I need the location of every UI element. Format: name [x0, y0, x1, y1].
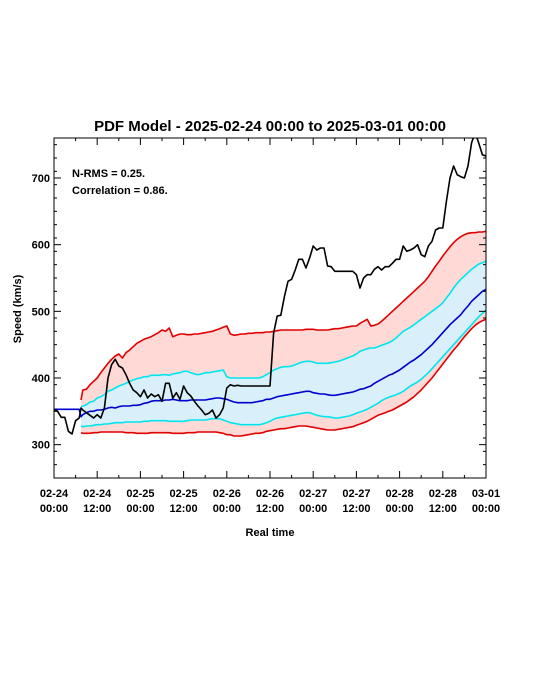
x-tick-label-date: 02-25 [170, 488, 198, 500]
x-tick-label-time: 12:00 [170, 503, 198, 515]
x-tick-label-date: 02-28 [386, 488, 414, 500]
x-tick-label-date: 02-27 [299, 488, 327, 500]
axis-ticks: 300 400 500 600 700 02-24 00:00 02-24 12:00 02-25… [32, 138, 500, 515]
x-tick-label-time: 12:00 [256, 503, 284, 515]
series-outer-upper [80, 230, 486, 401]
x-tick-label-date: 02-26 [213, 488, 241, 500]
series-inner-lower [80, 308, 486, 428]
x-tick-label-date: 02-28 [429, 488, 457, 500]
x-tick-label-date: 02-24 [83, 488, 112, 500]
x-tick-label-date: 03-01 [472, 488, 500, 500]
plot-series [54, 138, 486, 437]
x-tick-label-date: 02-25 [126, 488, 154, 500]
inner-band-fill [81, 261, 486, 427]
y-tick-label: 400 [32, 373, 50, 385]
annotation-nrms: N-RMS = 0.25. [72, 168, 145, 180]
x-tick-label-date: 02-27 [342, 488, 370, 500]
series-outer-lower [80, 318, 486, 437]
x-tick-label-time: 12:00 [342, 503, 370, 515]
plot-area: 300 400 500 600 700 02-24 00:00 02-24 12:00 02-25… [32, 137, 500, 515]
x-tick-label-date: 02-26 [256, 488, 284, 500]
series-inner-upper [80, 260, 486, 408]
x-tick-label-time: 00:00 [386, 503, 414, 515]
x-tick-label-time: 00:00 [299, 503, 327, 515]
annotation-correlation: Correlation = 0.86. [72, 185, 168, 197]
chart-title: PDF Model - 2025-02-24 00:00 to 2025-03-… [94, 118, 446, 135]
x-tick-label-time: 00:00 [213, 503, 241, 515]
x-tick-label-time: 12:00 [429, 503, 457, 515]
x-tick-label-time: 00:00 [472, 503, 500, 515]
x-tick-label-time: 00:00 [40, 503, 68, 515]
y-tick-label: 300 [32, 440, 50, 452]
y-tick-label: 700 [32, 173, 50, 185]
x-tick-label-date: 02-24 [40, 488, 69, 500]
y-tick-label: 600 [32, 240, 50, 252]
x-axis-label: Real time [246, 527, 295, 539]
y-axis-label: Speed (km/s) [12, 274, 24, 343]
series-observed [54, 138, 486, 435]
series-median [54, 288, 486, 418]
x-tick-label-time: 00:00 [126, 503, 154, 515]
x-tick-label-time: 12:00 [83, 503, 111, 515]
y-tick-label: 500 [32, 306, 50, 318]
